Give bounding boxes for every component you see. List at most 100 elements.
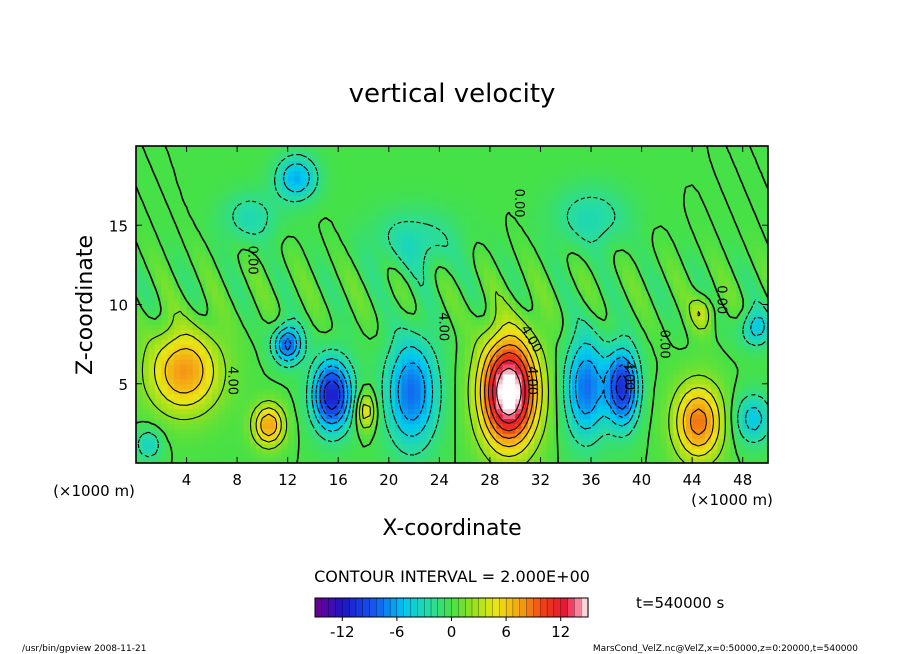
heatmap-cell: [369, 240, 377, 246]
heatmap-cell: [357, 319, 365, 325]
heatmap-cell: [647, 259, 655, 266]
heatmap-cell: [395, 235, 403, 241]
heatmap-cell: [584, 289, 592, 296]
heatmap-cell: [173, 314, 181, 320]
heatmap-cell: [350, 299, 358, 306]
heatmap-cell: [660, 373, 668, 380]
heatmap-cell: [711, 443, 719, 449]
heatmap-cell: [388, 324, 396, 330]
heatmap-cell: [673, 314, 681, 320]
heatmap-cell: [546, 398, 554, 405]
heatmap-cell: [597, 279, 605, 286]
heatmap-cell: [660, 378, 668, 385]
heatmap-cell: [546, 329, 554, 335]
heatmap-cell: [294, 339, 301, 345]
heatmap-cell: [736, 274, 744, 281]
heatmap-cell: [205, 423, 213, 429]
heatmap-cell: [502, 413, 510, 420]
heatmap-cell: [199, 314, 207, 320]
heatmap-cell: [230, 393, 238, 400]
heatmap-cell: [275, 254, 282, 261]
heatmap-cell: [230, 329, 238, 335]
heatmap-cell: [489, 309, 497, 315]
heatmap-cell: [647, 245, 655, 251]
heatmap-cell: [521, 448, 529, 454]
heatmap-cell: [331, 428, 339, 434]
heatmap-cell: [224, 378, 232, 385]
heatmap-cell: [540, 274, 548, 281]
heatmap-cell: [698, 240, 706, 246]
heatmap-cell: [439, 413, 447, 420]
heatmap-cell: [350, 438, 358, 444]
heatmap-cell: [666, 314, 674, 320]
heatmap-cell: [300, 324, 308, 330]
heatmap-cell: [350, 250, 358, 256]
heatmap-cell: [420, 438, 428, 444]
heatmap-cell: [496, 368, 504, 375]
heatmap-cell: [426, 269, 434, 276]
heatmap-cell: [426, 428, 434, 434]
heatmap-cell: [199, 448, 207, 454]
heatmap-cell: [433, 433, 440, 439]
heatmap-cell: [205, 215, 213, 221]
heatmap-cell: [325, 403, 333, 410]
heatmap-cell: [711, 413, 719, 420]
heatmap-cell: [654, 433, 662, 439]
heatmap-cell: [281, 448, 289, 454]
heatmap-cell: [167, 254, 175, 261]
heatmap-cell: [711, 274, 719, 281]
heatmap-cell: [300, 284, 308, 291]
heatmap-cell: [470, 438, 478, 444]
heatmap-cell: [275, 284, 282, 291]
heatmap-cell: [584, 225, 592, 231]
heatmap-cell: [369, 215, 377, 221]
heatmap-cell: [186, 408, 194, 415]
heatmap-cell: [521, 349, 529, 355]
heatmap-cell: [369, 378, 377, 385]
heatmap-cell: [730, 294, 737, 301]
heatmap-cell: [363, 240, 371, 246]
heatmap-cell: [673, 448, 681, 454]
heatmap-cell: [237, 304, 245, 311]
heatmap-cell: [369, 418, 377, 424]
heatmap-cell: [148, 254, 156, 261]
heatmap-cell: [749, 284, 756, 291]
heatmap-cell: [445, 418, 453, 424]
heatmap-cell: [262, 368, 270, 375]
heatmap-cell: [268, 458, 276, 463]
heatmap-cell: [666, 250, 674, 256]
heatmap-cell: [616, 433, 624, 439]
heatmap-cell: [142, 354, 150, 360]
heatmap-cell: [300, 383, 308, 390]
heatmap-cell: [344, 215, 352, 221]
heatmap-cell: [294, 393, 301, 400]
heatmap-cell: [685, 363, 693, 370]
heatmap-cell: [268, 383, 276, 390]
heatmap-cell: [312, 264, 320, 271]
heatmap-cell: [382, 304, 390, 311]
heatmap-cell: [698, 349, 706, 355]
heatmap-cell: [534, 349, 542, 355]
heatmap-cell: [388, 403, 396, 410]
heatmap-cell: [502, 423, 510, 429]
heatmap-cell: [192, 284, 200, 291]
heatmap-cell: [376, 349, 384, 355]
heatmap-cell: [319, 438, 327, 444]
heatmap-cell: [401, 304, 409, 311]
heatmap-cell: [470, 349, 478, 355]
heatmap-cell: [610, 458, 617, 463]
heatmap-cell: [294, 334, 301, 340]
heatmap-cell: [312, 403, 320, 410]
heatmap-cell: [470, 433, 478, 439]
heatmap-cell: [534, 279, 542, 286]
heatmap-cell: [306, 299, 314, 306]
heatmap-cell: [268, 344, 276, 350]
heatmap-cell: [395, 225, 403, 231]
heatmap-cell: [312, 339, 320, 345]
heatmap-cell: [736, 438, 744, 444]
heatmap-cell: [312, 269, 320, 276]
heatmap-cell: [628, 334, 636, 340]
heatmap-cell: [730, 220, 737, 226]
heatmap-cell: [433, 314, 440, 320]
heatmap-cell: [294, 403, 301, 410]
